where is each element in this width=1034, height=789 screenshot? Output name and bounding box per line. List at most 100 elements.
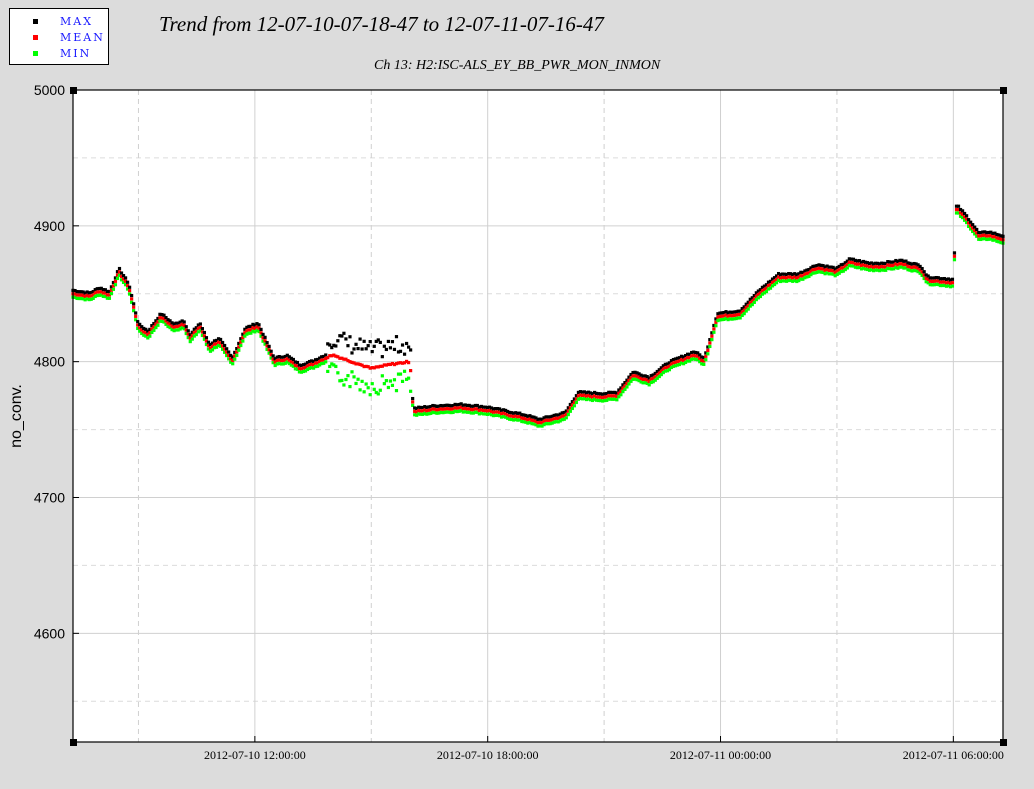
min-point	[132, 309, 136, 313]
max-point	[297, 363, 302, 367]
mean-point	[216, 340, 221, 344]
min-point	[186, 335, 190, 340]
mean-point	[700, 358, 704, 363]
max-point	[451, 404, 455, 408]
mean-point	[489, 409, 494, 413]
mean-point	[811, 268, 815, 272]
max-point	[216, 337, 221, 341]
max-point	[449, 404, 453, 408]
max-point	[491, 407, 496, 411]
mean-point	[140, 328, 144, 332]
min-point	[117, 273, 122, 277]
max-point	[599, 392, 603, 396]
mean-point	[332, 353, 336, 357]
min-point	[920, 273, 924, 277]
mean-point	[146, 332, 150, 337]
mean-point	[732, 313, 736, 318]
min-point	[477, 412, 481, 416]
max-point	[681, 355, 686, 359]
min-point	[892, 267, 896, 271]
min-point	[906, 268, 910, 272]
max-point	[930, 276, 934, 280]
mean-point	[799, 274, 803, 278]
max-point	[221, 340, 225, 345]
max-point	[510, 411, 514, 415]
max-point	[138, 322, 142, 327]
max-point	[352, 347, 356, 351]
mean-point	[989, 234, 993, 238]
mean-point	[461, 407, 465, 411]
max-point	[514, 411, 518, 415]
chart-title: Trend from 12-07-10-07-18-47 to 12-07-11…	[159, 12, 604, 36]
min-point	[845, 266, 849, 270]
min-point	[783, 279, 787, 283]
max-point	[229, 353, 233, 358]
min-point	[297, 370, 302, 374]
min-point	[299, 370, 304, 374]
min-point	[793, 278, 797, 283]
max-point	[669, 359, 674, 363]
mean-point	[552, 417, 556, 421]
min-point	[358, 388, 362, 392]
min-point	[752, 300, 756, 304]
mean-point	[247, 328, 251, 332]
mean-point	[869, 264, 874, 268]
min-point	[661, 370, 665, 375]
mean-point	[121, 277, 126, 281]
max-point	[712, 323, 716, 328]
mean-point	[125, 284, 130, 288]
min-point	[396, 372, 401, 376]
mean-point	[900, 262, 904, 266]
min-point	[152, 328, 156, 332]
min-point	[235, 353, 239, 357]
mean-point	[160, 316, 164, 320]
min-point	[487, 412, 492, 416]
mean-point	[394, 362, 399, 366]
max-point	[942, 276, 946, 281]
mean-point	[493, 410, 498, 414]
max-point	[83, 291, 87, 295]
mean-point	[928, 279, 932, 283]
max-point	[886, 260, 890, 264]
max-point	[971, 223, 975, 227]
mean-point	[144, 331, 148, 335]
max-point	[101, 288, 105, 292]
max-point	[225, 347, 229, 351]
max-point	[152, 321, 156, 326]
max-point	[872, 262, 876, 266]
mean-point	[79, 293, 83, 297]
max-point	[481, 405, 486, 409]
max-point	[160, 312, 164, 317]
min-point	[629, 379, 633, 383]
min-point	[635, 378, 639, 382]
legend-item-min: MIN	[10, 47, 110, 61]
min-point	[867, 268, 872, 272]
mean-point	[285, 357, 289, 361]
plot-area	[73, 90, 1003, 742]
max-point	[334, 344, 338, 348]
y-axis-label: no_conv.	[8, 384, 25, 448]
mean-point	[370, 366, 374, 370]
mean-point	[580, 393, 585, 398]
max-point	[417, 405, 421, 409]
max-point	[956, 204, 961, 208]
min-point	[281, 362, 285, 366]
mean-point	[451, 407, 455, 411]
max-point	[283, 354, 287, 359]
mean-point	[338, 356, 342, 360]
max-point	[779, 273, 783, 277]
max-point	[275, 355, 279, 359]
min-point	[388, 379, 393, 383]
min-point	[584, 397, 589, 402]
min-point	[307, 366, 312, 370]
mean-point	[938, 280, 942, 284]
min-point	[214, 345, 219, 349]
min-point	[742, 312, 746, 316]
mean-point	[973, 228, 977, 233]
mean-point	[536, 421, 540, 425]
mean-point	[348, 360, 352, 364]
min-point	[692, 357, 696, 361]
mean-point	[554, 416, 558, 420]
mean-point	[453, 406, 457, 410]
min-point	[930, 283, 934, 287]
